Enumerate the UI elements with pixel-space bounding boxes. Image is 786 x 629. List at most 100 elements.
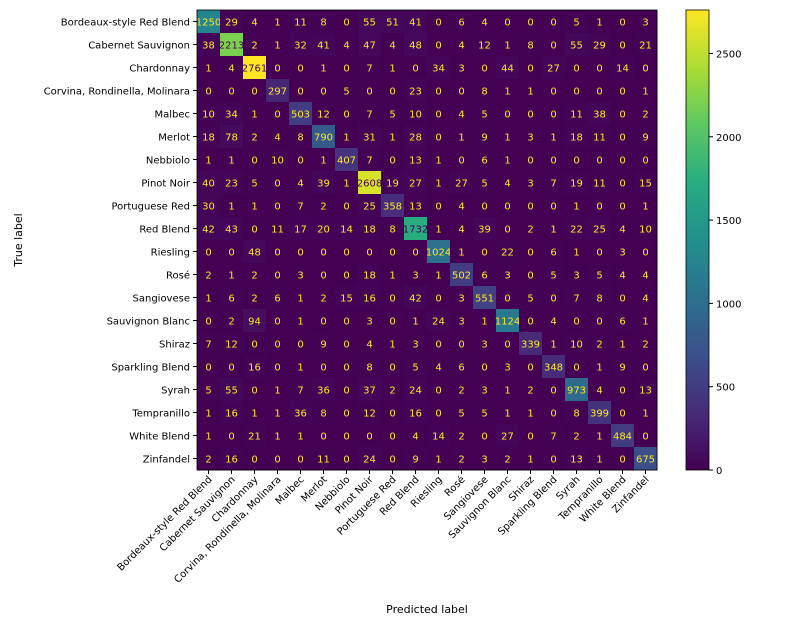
heatmap-cell bbox=[197, 10, 221, 34]
cell-value-label: 16 bbox=[248, 363, 261, 374]
heatmap-cell bbox=[427, 309, 451, 333]
heatmap-cell bbox=[519, 148, 543, 172]
heatmap-cell bbox=[220, 148, 244, 172]
heatmap-cell bbox=[243, 286, 267, 310]
heatmap-cell bbox=[519, 171, 543, 195]
cell-value-label: 2 bbox=[320, 294, 326, 305]
cell-value-label: 3 bbox=[573, 271, 579, 282]
heatmap-cell bbox=[427, 79, 451, 103]
cell-value-label: 0 bbox=[619, 133, 625, 144]
cell-value-label: 0 bbox=[573, 156, 579, 167]
cell-value-label: 0 bbox=[642, 363, 648, 374]
heatmap-cell bbox=[588, 263, 612, 287]
heatmap-cell bbox=[427, 194, 451, 218]
cell-value-label: 1 bbox=[642, 409, 648, 420]
heatmap-cell bbox=[519, 79, 543, 103]
heatmap-cell bbox=[634, 355, 658, 379]
heatmap-cell bbox=[611, 125, 635, 149]
heatmap-cell bbox=[289, 194, 313, 218]
cell-value-label: 8 bbox=[320, 18, 326, 29]
cell-value-label: 0 bbox=[596, 87, 602, 98]
cell-value-label: 1 bbox=[205, 156, 211, 167]
cell-value-label: 0 bbox=[619, 41, 625, 52]
cell-value-label: 4 bbox=[366, 340, 372, 351]
heatmap-cell bbox=[427, 33, 451, 57]
cell-value-label: 0 bbox=[320, 363, 326, 374]
heatmap-cell bbox=[542, 148, 566, 172]
cell-value-label: 11 bbox=[271, 225, 284, 236]
heatmap-cell bbox=[588, 148, 612, 172]
heatmap-cell bbox=[197, 447, 221, 471]
cell-value-label: 973 bbox=[567, 386, 586, 397]
heatmap-cell bbox=[289, 33, 313, 57]
heatmap-cell bbox=[473, 355, 497, 379]
heatmap-cell bbox=[404, 217, 428, 241]
cell-value-label: 2 bbox=[389, 386, 395, 397]
cell-value-label: 34 bbox=[432, 64, 445, 75]
heatmap-cell bbox=[634, 102, 658, 126]
heatmap-cell bbox=[588, 194, 612, 218]
heatmap-cell bbox=[243, 401, 267, 425]
colorbar-tick-label: 2500 bbox=[716, 49, 741, 60]
cell-value-label: 6 bbox=[481, 271, 487, 282]
heatmap-cell bbox=[197, 171, 221, 195]
cell-value-label: 0 bbox=[435, 202, 441, 213]
cell-value-label: 1 bbox=[389, 64, 395, 75]
heatmap-cell bbox=[381, 102, 405, 126]
cell-value-label: 8 bbox=[320, 409, 326, 420]
heatmap-cell bbox=[542, 401, 566, 425]
cell-value-label: 2 bbox=[251, 294, 257, 305]
cell-value-label: 1 bbox=[274, 409, 280, 420]
heatmap-cell bbox=[335, 263, 359, 287]
heatmap-cell bbox=[634, 332, 658, 356]
heatmap-cell bbox=[611, 79, 635, 103]
cell-value-label: 25 bbox=[593, 225, 606, 236]
heatmap-cell bbox=[427, 102, 451, 126]
cell-value-label: 9 bbox=[619, 363, 625, 374]
cell-value-label: 0 bbox=[619, 202, 625, 213]
cell-value-label: 0 bbox=[504, 294, 510, 305]
cell-value-label: 41 bbox=[317, 41, 330, 52]
cell-value-label: 5 bbox=[205, 386, 211, 397]
cell-value-label: 0 bbox=[527, 363, 533, 374]
heatmap-cell bbox=[404, 194, 428, 218]
cell-value-label: 42 bbox=[409, 294, 422, 305]
heatmap-cell bbox=[519, 33, 543, 57]
heatmap-cell bbox=[289, 378, 313, 402]
cell-value-label: 0 bbox=[550, 110, 556, 121]
cell-value-label: 0 bbox=[596, 64, 602, 75]
cell-value-label: 0 bbox=[527, 110, 533, 121]
heatmap-cell bbox=[220, 125, 244, 149]
x-axis-label: Predicted label bbox=[386, 603, 468, 616]
cell-value-label: 0 bbox=[550, 386, 556, 397]
cell-value-label: 3 bbox=[481, 340, 487, 351]
heatmap-cell bbox=[381, 194, 405, 218]
cell-value-label: 0 bbox=[596, 202, 602, 213]
heatmap-cell bbox=[473, 240, 497, 264]
cell-value-label: 0 bbox=[343, 248, 349, 259]
heatmap-cell bbox=[220, 217, 244, 241]
cell-value-label: 0 bbox=[366, 248, 372, 259]
cell-value-label: 21 bbox=[639, 41, 652, 52]
heatmap-cell bbox=[381, 332, 405, 356]
heatmap-cell bbox=[266, 378, 290, 402]
heatmap-cell bbox=[312, 447, 336, 471]
cell-value-label: 14 bbox=[616, 64, 629, 75]
cell-value-label: 6 bbox=[481, 156, 487, 167]
heatmap-cell bbox=[450, 217, 474, 241]
cell-value-label: 1 bbox=[550, 340, 556, 351]
cell-value-label: 0 bbox=[435, 340, 441, 351]
cell-value-label: 0 bbox=[504, 110, 510, 121]
cell-value-label: 3 bbox=[297, 271, 303, 282]
heatmap-cell bbox=[565, 125, 589, 149]
y-tick-label: Red Blend bbox=[139, 225, 190, 236]
cell-value-label: 15 bbox=[340, 294, 353, 305]
heatmap-cell bbox=[243, 56, 267, 80]
heatmap-cell bbox=[634, 56, 658, 80]
heatmap-cell bbox=[220, 355, 244, 379]
heatmap-cell bbox=[404, 33, 428, 57]
cell-value-label: 1250 bbox=[196, 18, 221, 29]
heatmap-cell bbox=[519, 332, 543, 356]
